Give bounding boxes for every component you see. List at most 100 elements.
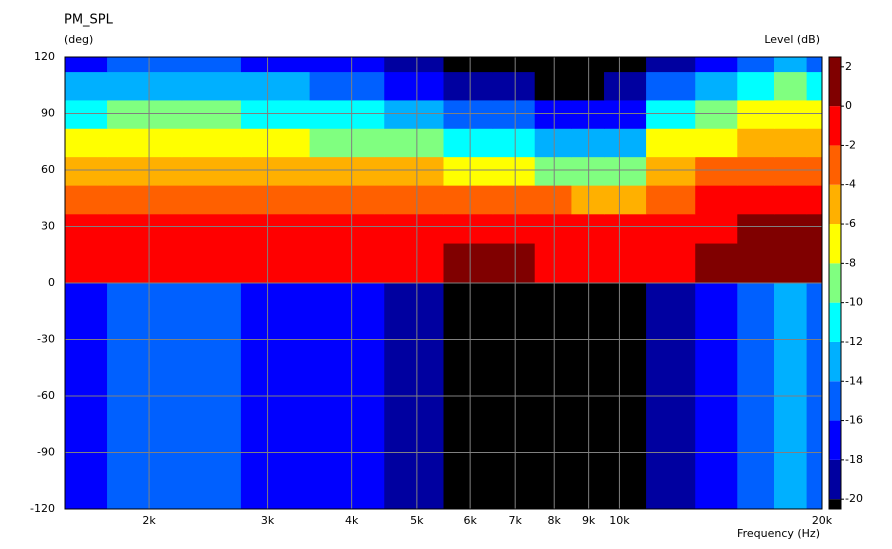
y-tick-label: 120 <box>34 50 55 63</box>
colorbar-band <box>829 302 841 342</box>
colorbar-tick-label: -8 <box>845 256 856 269</box>
contour-cell <box>737 57 775 73</box>
contour-cell <box>65 57 108 73</box>
contour-cell <box>240 71 311 101</box>
contour-cell <box>806 128 823 158</box>
x-tick-label: 10k <box>609 514 630 527</box>
colorbar-frame <box>828 56 842 510</box>
x-axis-label: Frequency (Hz) <box>737 527 820 540</box>
contour-cell <box>695 243 738 284</box>
contour-cell <box>181 156 242 186</box>
contour-cell <box>534 71 572 101</box>
colorbar-band <box>829 263 841 303</box>
contour-cell <box>384 213 444 244</box>
contour-cell <box>107 128 183 158</box>
plot-frame <box>64 56 823 510</box>
contour-cell <box>107 213 183 244</box>
contour-cell <box>107 99 183 129</box>
contour-cell <box>181 99 242 129</box>
contour-cell <box>571 243 605 284</box>
contour-cell <box>492 185 536 215</box>
contour-cell <box>773 213 808 244</box>
contour-cell <box>646 71 696 101</box>
contour-cell <box>695 99 738 129</box>
contour-cell <box>695 71 738 101</box>
contour-cell <box>604 71 647 101</box>
y-tick-label: 0 <box>48 276 55 289</box>
contour-cell <box>309 71 385 101</box>
contour-cell <box>773 57 808 73</box>
contour-cell <box>695 213 738 244</box>
y-tick-label: -60 <box>37 389 55 402</box>
contour-cell <box>737 128 775 158</box>
contour-cell <box>737 213 775 244</box>
colorbar-band <box>829 459 841 500</box>
contour-cell <box>309 185 385 215</box>
contour-cell <box>309 243 385 284</box>
x-tick-label: 5k <box>410 514 424 527</box>
contour-cell <box>492 57 536 73</box>
contour-cell <box>604 185 647 215</box>
colorbar-tick-label: -6 <box>845 217 856 230</box>
contour-cell <box>492 71 536 101</box>
contour-cell <box>65 99 108 129</box>
y-tick-label: -30 <box>37 333 55 346</box>
contour-cell <box>534 156 572 186</box>
contour-cell <box>695 156 738 186</box>
colorbar-band <box>829 381 841 421</box>
contour-cell <box>309 99 385 129</box>
x-tick-label: 8k <box>548 514 562 527</box>
contour-cell <box>737 71 775 101</box>
contour-cell <box>534 128 572 158</box>
contour-cell <box>773 243 808 284</box>
contour-cell <box>384 99 444 129</box>
contour-cell <box>571 128 605 158</box>
contour-cell <box>737 243 775 284</box>
contour-cell <box>107 156 183 186</box>
colorbar-band <box>829 224 841 264</box>
contour-cell <box>604 156 647 186</box>
colorbar-tick-label: -2 <box>845 138 856 151</box>
contour-cell <box>646 57 696 73</box>
contour-cell <box>492 243 536 284</box>
y-tick-label: -90 <box>37 446 55 459</box>
contour-cell <box>646 99 696 129</box>
contour-cell <box>604 57 647 73</box>
colorbar-tick-label: -12 <box>845 335 863 348</box>
colorbar-label: Level (dB) <box>764 33 820 46</box>
chart-title: PM_SPL <box>64 13 114 28</box>
contour-cell <box>534 185 572 215</box>
contour-cell <box>695 57 738 73</box>
colorbar-tick-label: -14 <box>845 374 863 387</box>
contour-cell <box>604 213 647 244</box>
contour-cell <box>571 99 605 129</box>
contour-cell <box>773 128 808 158</box>
contour-cell <box>309 57 385 73</box>
y-axis-label: (deg) <box>64 33 93 46</box>
contour-cell <box>806 243 823 284</box>
contour-cell <box>571 213 605 244</box>
contour-cell <box>309 128 385 158</box>
contour-cell <box>65 243 108 284</box>
contour-cell <box>806 71 823 101</box>
colorbar-band <box>829 420 841 460</box>
contour-cell <box>737 185 775 215</box>
y-tick-label: 30 <box>41 220 55 233</box>
colorbar-tick-label: -20 <box>845 492 863 505</box>
contour-cell <box>443 128 494 158</box>
contour-cell <box>492 213 536 244</box>
contour-cell <box>604 99 647 129</box>
y-tick-label: -120 <box>30 502 55 515</box>
contour-cell <box>240 156 311 186</box>
contour-cell <box>806 57 823 73</box>
contour-cell <box>181 128 242 158</box>
contour-cell <box>646 243 696 284</box>
contour-cell <box>534 213 572 244</box>
colorbar-tick-label: 0 <box>845 99 852 112</box>
contour-cell <box>107 57 183 73</box>
contour-cell <box>309 156 385 186</box>
x-tick-label: 4k <box>345 514 359 527</box>
contour-cell <box>107 185 183 215</box>
contour-cell <box>181 243 242 284</box>
contour-cell <box>107 71 183 101</box>
